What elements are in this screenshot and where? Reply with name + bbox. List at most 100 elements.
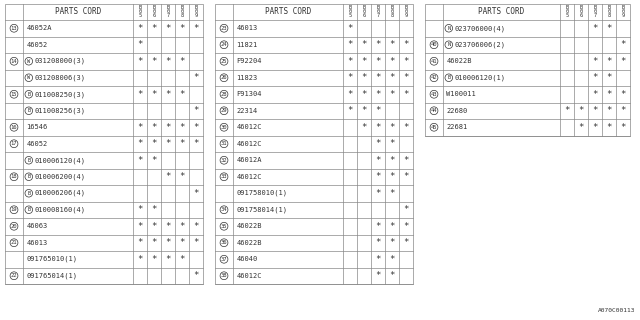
Text: *: * (389, 57, 395, 66)
Text: *: * (620, 106, 626, 115)
Text: *: * (389, 238, 395, 247)
Text: *: * (165, 123, 171, 132)
Text: *: * (389, 40, 395, 49)
Text: *: * (179, 24, 185, 33)
Text: B: B (180, 5, 184, 10)
Text: 46052: 46052 (26, 141, 48, 147)
Text: 011008256(3): 011008256(3) (34, 108, 85, 114)
Text: *: * (165, 238, 171, 247)
Text: 0: 0 (180, 9, 184, 14)
Text: *: * (138, 40, 143, 49)
Text: 0: 0 (195, 9, 198, 14)
Text: 22680: 22680 (447, 108, 468, 114)
Text: *: * (138, 90, 143, 99)
Text: 44: 44 (431, 108, 437, 113)
Text: *: * (375, 255, 381, 264)
Text: 28: 28 (221, 92, 227, 97)
Text: *: * (592, 24, 598, 33)
Text: *: * (193, 271, 198, 280)
Text: 29: 29 (221, 108, 227, 113)
Text: 46052: 46052 (26, 42, 48, 48)
Text: *: * (389, 90, 395, 99)
Text: B: B (607, 5, 611, 10)
Text: 0: 0 (565, 9, 568, 14)
Text: B: B (28, 108, 30, 113)
Text: *: * (348, 106, 353, 115)
Text: 8: 8 (180, 13, 184, 18)
Text: *: * (165, 172, 171, 181)
Text: *: * (389, 271, 395, 280)
Text: *: * (348, 57, 353, 66)
Text: *: * (375, 73, 381, 82)
Text: W100011: W100011 (447, 91, 476, 97)
Text: *: * (138, 205, 143, 214)
Text: 010006200(4): 010006200(4) (34, 173, 85, 180)
Text: 0: 0 (362, 9, 365, 14)
Text: *: * (375, 106, 381, 115)
Text: 0: 0 (404, 9, 408, 14)
Text: *: * (564, 106, 570, 115)
Text: *: * (606, 90, 612, 99)
Text: *: * (606, 123, 612, 132)
Text: *: * (138, 156, 143, 165)
Text: 46052A: 46052A (26, 25, 52, 31)
Text: 15: 15 (11, 92, 17, 97)
Text: 11823: 11823 (237, 75, 258, 81)
Text: *: * (403, 57, 409, 66)
Text: *: * (348, 24, 353, 33)
Text: *: * (179, 57, 185, 66)
Text: 46012C: 46012C (237, 174, 262, 180)
Text: 8: 8 (607, 13, 611, 18)
Text: *: * (165, 255, 171, 264)
Text: 010006120(4): 010006120(4) (34, 157, 85, 164)
Text: *: * (193, 73, 198, 82)
Text: 0: 0 (138, 9, 141, 14)
Text: 17: 17 (11, 141, 17, 146)
Text: 45: 45 (431, 125, 437, 130)
Text: *: * (138, 238, 143, 247)
Text: *: * (179, 90, 185, 99)
Text: *: * (389, 73, 395, 82)
Text: B: B (376, 5, 380, 10)
Text: 46012C: 46012C (237, 273, 262, 279)
Text: *: * (348, 73, 353, 82)
Text: PARTS CORD: PARTS CORD (55, 7, 101, 17)
Text: 33: 33 (221, 174, 227, 179)
Text: *: * (375, 222, 381, 231)
Text: *: * (193, 106, 198, 115)
Text: *: * (179, 255, 185, 264)
Text: *: * (389, 222, 395, 231)
Text: *: * (179, 139, 185, 148)
Text: W: W (28, 75, 30, 80)
Text: B: B (362, 5, 365, 10)
Text: *: * (389, 172, 395, 181)
Text: 010006120(1): 010006120(1) (454, 75, 505, 81)
Text: 091758014(1): 091758014(1) (237, 206, 287, 213)
Text: PARTS CORD: PARTS CORD (265, 7, 311, 17)
Text: 6: 6 (362, 13, 365, 18)
Text: *: * (620, 57, 626, 66)
Text: 091765014(1): 091765014(1) (26, 273, 77, 279)
Text: *: * (606, 73, 612, 82)
Text: *: * (138, 255, 143, 264)
Text: 18: 18 (11, 174, 17, 179)
Text: A070C00113: A070C00113 (598, 308, 635, 313)
Text: *: * (193, 189, 198, 198)
Text: 37: 37 (221, 257, 227, 262)
Text: *: * (362, 73, 367, 82)
Text: *: * (179, 222, 185, 231)
Text: *: * (151, 255, 157, 264)
Text: *: * (151, 156, 157, 165)
Text: 46063: 46063 (26, 223, 48, 229)
Text: *: * (403, 73, 409, 82)
Text: 010006206(4): 010006206(4) (34, 190, 85, 196)
Text: 32: 32 (221, 158, 227, 163)
Text: 7: 7 (593, 13, 596, 18)
Text: *: * (362, 40, 367, 49)
Text: *: * (165, 222, 171, 231)
Text: 31: 31 (221, 141, 227, 146)
Text: 24: 24 (221, 42, 227, 47)
Text: 26: 26 (221, 75, 227, 80)
Text: *: * (375, 40, 381, 49)
Text: *: * (403, 40, 409, 49)
